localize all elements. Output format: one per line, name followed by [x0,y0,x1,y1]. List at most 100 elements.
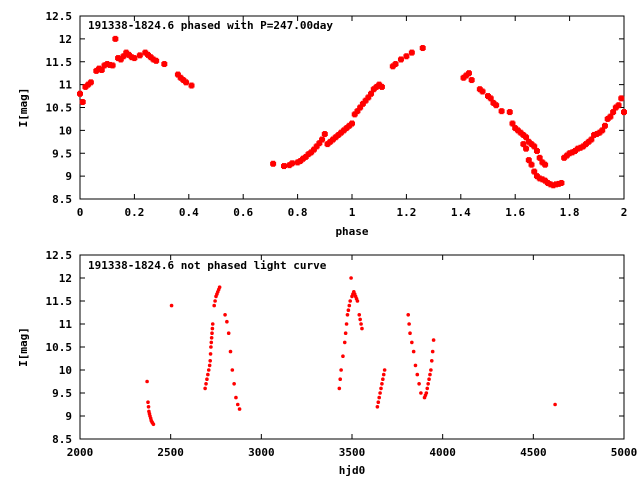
data-point [493,102,500,109]
data-point [362,97,369,104]
data-point [599,127,606,134]
data-point [230,368,235,372]
y-tick-label: 11 [59,318,73,331]
data-point [373,83,380,90]
x-tick-label: 3000 [248,446,275,459]
data-point [343,331,348,336]
data-point [553,402,557,407]
data-point [596,129,603,136]
y-tick-label: 9.5 [52,147,72,160]
y-tick-label: 12.5 [46,10,73,23]
data-point [528,141,535,148]
data-point [342,340,347,345]
y-tick-label: 9 [65,410,72,423]
data-point [223,313,227,317]
data-point [525,157,532,164]
data-point [517,129,524,136]
data-point [237,407,242,411]
data-point [378,391,382,395]
data-point [125,51,132,58]
data-point [487,95,494,102]
data-point [479,88,486,95]
data-point [344,322,349,326]
data-point [337,386,342,391]
data-point [419,45,426,52]
data-point [365,94,372,101]
data-point [542,161,549,168]
data-point [370,86,377,93]
y-axis-label: I[mag] [17,327,30,367]
data-point [357,313,362,317]
data-point [572,147,579,154]
data-point [210,331,214,336]
data-point [206,372,210,377]
data-point [536,154,543,161]
y-tick-label: 10.5 [46,341,73,354]
data-point [225,319,229,324]
y-tick-label: 10 [59,124,72,137]
data-point [308,149,315,156]
y-tick-label: 12 [59,272,72,285]
data-point [346,122,353,129]
y-tick-label: 11 [59,79,73,92]
data-point [354,108,361,115]
data-point [209,345,213,349]
data-point [345,313,350,317]
data-point [490,99,497,106]
data-point [358,317,362,322]
data-point [397,56,404,63]
plot-frame [79,15,625,200]
data-point [380,382,384,386]
data-point [208,352,213,356]
data-point [329,136,336,143]
data-point [533,173,540,180]
data-point [212,303,216,308]
data-point [210,322,215,326]
data-point [468,77,475,84]
data-point [425,386,430,391]
data-point [319,136,326,143]
data-point [375,405,380,409]
data-point [381,377,385,382]
data-point [351,111,358,118]
data-point [289,160,296,167]
data-point [531,143,538,150]
x-tick-label: 0.4 [179,206,199,219]
data-point [117,56,124,63]
data-point [427,377,431,382]
data-point [612,104,619,111]
data-point [98,66,105,73]
data-point [531,168,538,175]
data-point [338,377,343,382]
data-point [585,138,592,145]
y-tick-label: 10.5 [46,102,73,115]
data-point [123,49,130,56]
data-point [161,61,168,68]
data-point [520,131,527,138]
data-point [525,138,532,145]
y-tick-label: 10 [59,364,72,377]
data-point [343,125,350,132]
data-point [151,422,156,427]
data-point [349,276,353,280]
phased-light-curve-panel: 0 0.2 0.4 0.6 0.8 1 1.2 1.4 1.6 1.8 2 8.5 9 9.5 10 10.5… [17,10,627,238]
y-tick-label: 11.5 [46,56,73,69]
data-point [142,49,149,56]
data-point [382,368,387,372]
data-point [112,35,119,42]
data-point [208,359,212,363]
data-point [485,93,491,100]
data-point [205,377,209,382]
y-tick-label: 12.5 [46,249,73,262]
data-point [346,308,351,313]
data-point [147,54,154,61]
data-point [465,70,472,77]
data-point [408,331,412,336]
data-point [335,131,342,138]
data-point [203,386,207,391]
data-point [588,136,595,143]
data-point [207,363,212,368]
x-tick-label: 0.6 [233,206,253,219]
data-point [558,179,565,186]
data-point [316,140,323,147]
